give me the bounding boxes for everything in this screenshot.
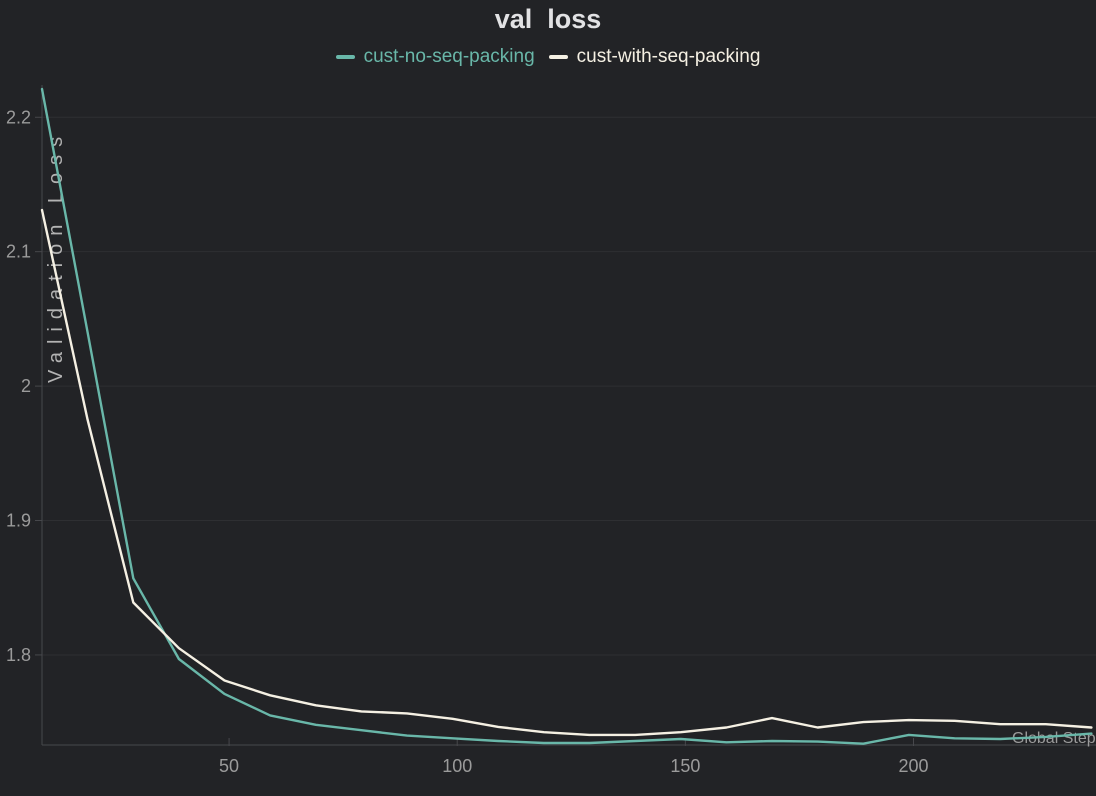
x-tick-label: 100 [442,756,472,776]
panel-title: val loss [494,4,602,34]
series-line-cust-with-seq-packing[interactable] [40,208,1093,737]
y-tick-label: 2.2 [6,107,31,127]
legend-label: cust-no-seq-packing [363,46,535,67]
legend-label: cust-with-seq-packing [576,46,761,67]
y-tick-label: 2 [21,376,31,396]
x-tick-label: 150 [670,756,700,776]
tick-labels: 1.8 1.9 2 2.1 2.2 50 100 150 200 [6,107,929,776]
x-tick-label: 200 [898,756,928,776]
legend: cust-no-seq-packing cust-with-seq-packin… [0,47,1096,66]
y-tick-label: 1.9 [6,511,31,531]
x-tick-label: 50 [219,756,239,776]
legend-swatch-teal-icon [335,54,355,59]
y-tick-label: 1.8 [6,645,31,665]
axes [35,85,1096,746]
y-tick-label: 2.1 [6,242,31,262]
gridlines [42,116,1096,656]
series-line-cust-no-seq-packing[interactable] [40,87,1093,745]
legend-item-cust-no-seq-packing[interactable]: cust-no-seq-packing [335,46,535,67]
legend-item-cust-with-seq-packing[interactable]: cust-with-seq-packing [548,46,761,67]
legend-swatch-white-icon [548,54,568,59]
series-lines [40,87,1093,745]
